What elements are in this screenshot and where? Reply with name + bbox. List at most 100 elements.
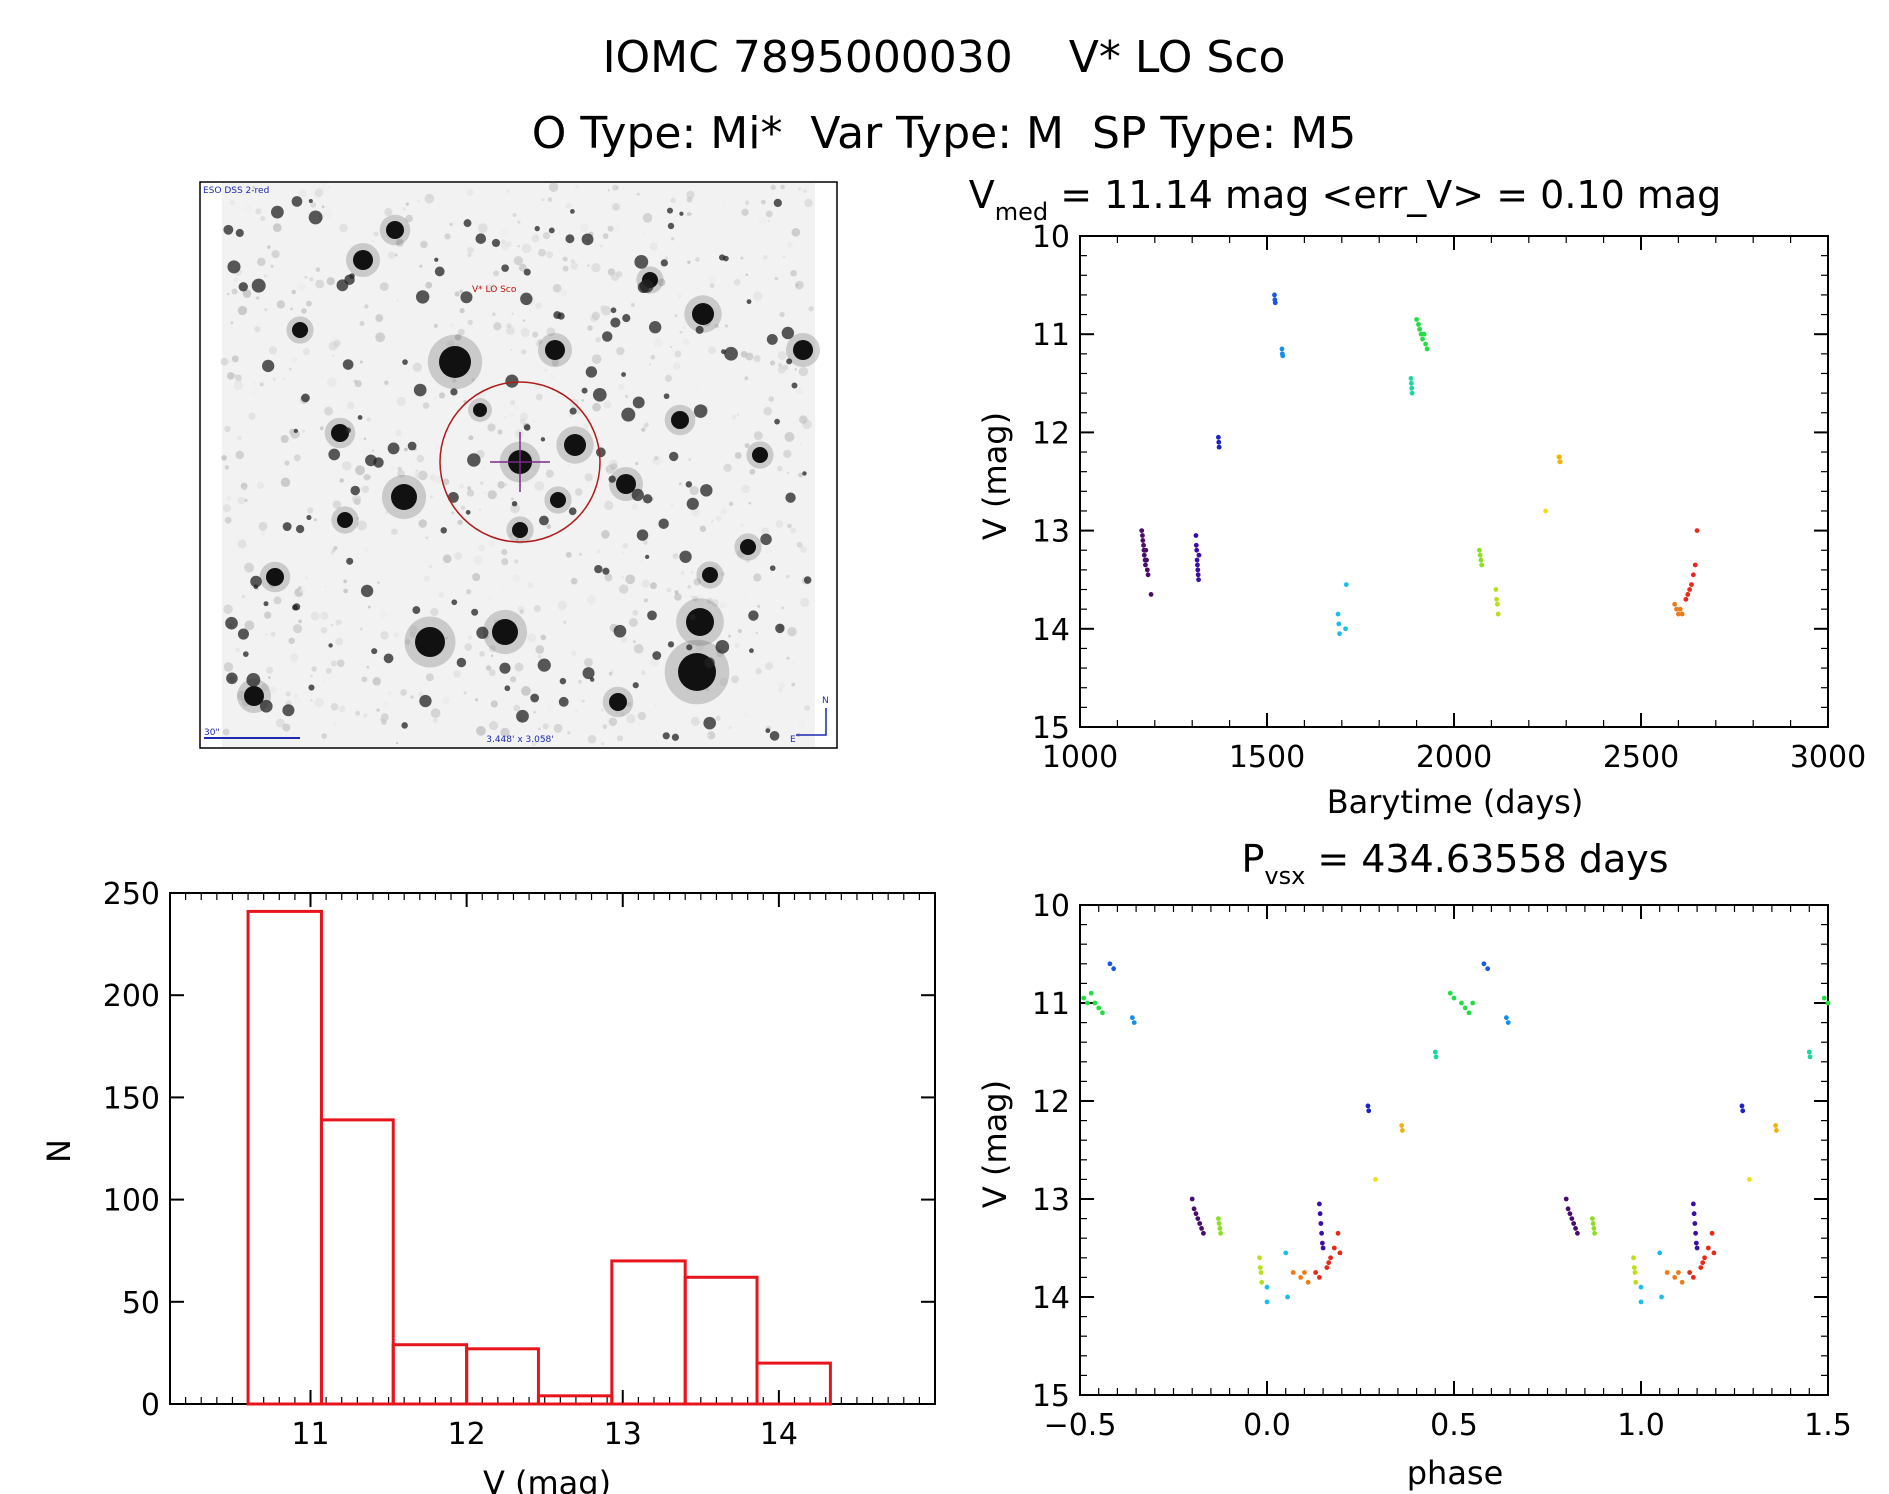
star (511, 500, 518, 507)
background-speckle (633, 643, 644, 654)
background-speckle (537, 654, 542, 659)
background-speckle (270, 631, 276, 637)
background-speckle (460, 505, 466, 511)
background-speckle (612, 184, 619, 191)
phased-point (1447, 990, 1453, 996)
lightcurve-ylabel: V (mag) (976, 412, 1014, 540)
star (704, 657, 715, 668)
star (266, 568, 284, 586)
background-speckle (241, 594, 246, 599)
star (793, 340, 813, 360)
phased-point (1638, 1284, 1644, 1290)
background-speckle (314, 697, 324, 708)
lightcurve-point (1139, 528, 1145, 533)
background-speckle (728, 725, 732, 730)
background-speckle (430, 495, 433, 499)
star (227, 260, 241, 274)
background-speckle (343, 588, 348, 594)
star (582, 667, 595, 680)
phased-point (1328, 1255, 1333, 1261)
lightcurve-point (1409, 385, 1415, 391)
background-speckle (699, 525, 707, 532)
lightcurve-point (1343, 582, 1349, 588)
background-speckle (616, 735, 624, 742)
star (666, 207, 673, 214)
lightcurve-point (1676, 611, 1681, 617)
lightcurve-point (1694, 528, 1700, 533)
background-speckle (546, 524, 552, 529)
background-speckle (376, 708, 380, 712)
background-speckle (548, 182, 559, 193)
background-speckle (782, 255, 786, 259)
phased-point (1693, 1230, 1699, 1236)
star (492, 619, 518, 645)
background-speckle (263, 611, 272, 619)
background-speckle (242, 486, 248, 491)
background-speckle (690, 571, 694, 574)
background-speckle (657, 278, 666, 287)
phased-point (1679, 1279, 1685, 1285)
phased-point (1366, 1108, 1372, 1114)
star (760, 533, 772, 546)
background-speckle (533, 419, 537, 423)
background-speckle (799, 546, 807, 553)
phased-point (1481, 961, 1487, 967)
background-speckle (444, 233, 451, 240)
background-speckle (755, 668, 762, 675)
background-speckle (397, 469, 405, 478)
background-speckle (224, 516, 232, 524)
phased-point (1373, 1177, 1378, 1182)
phased-point (1193, 1211, 1199, 1217)
background-speckle (764, 662, 773, 671)
background-speckle (501, 239, 506, 245)
background-speckle (615, 710, 619, 714)
lightcurve-xlabel: Barytime (days) (1327, 783, 1584, 821)
background-speckle (479, 651, 485, 657)
phased-point (1335, 1230, 1341, 1236)
background-speckle (467, 319, 473, 325)
background-speckle (395, 238, 404, 247)
background-speckle (649, 582, 657, 590)
background-speckle (632, 640, 636, 644)
background-speckle (487, 490, 497, 500)
background-speckle (674, 590, 679, 595)
background-speckle (442, 696, 451, 705)
background-speckle (456, 343, 459, 346)
background-speckle (535, 341, 541, 347)
background-speckle (527, 581, 534, 589)
background-speckle (224, 425, 231, 433)
histogram-ytick-label: 0 (141, 1388, 160, 1423)
background-speckle (324, 406, 333, 416)
star (648, 321, 662, 334)
background-speckle (790, 269, 797, 277)
phased-point (1747, 1177, 1752, 1182)
star (491, 238, 501, 248)
phased-point (1590, 1221, 1596, 1226)
background-speckle (359, 360, 363, 364)
lightcurve-point (1337, 631, 1342, 637)
phased-xtick-label: 1.0 (1617, 1408, 1665, 1443)
background-speckle (521, 686, 531, 696)
background-speckle (628, 617, 638, 627)
phased-point (1191, 1206, 1197, 1212)
background-speckle (378, 609, 388, 619)
background-speckle (459, 307, 465, 314)
background-speckle (533, 710, 536, 714)
background-speckle (500, 242, 509, 251)
lightcurve-point (1414, 317, 1419, 322)
phased-point (1567, 1211, 1573, 1217)
background-speckle (237, 539, 247, 549)
background-speckle (467, 635, 473, 640)
lightcurve-xtick-label: 2500 (1603, 740, 1679, 775)
histogram-ytick-label: 50 (122, 1286, 160, 1321)
background-speckle (785, 574, 790, 579)
background-speckle (221, 455, 227, 461)
phased-point (1505, 1020, 1511, 1025)
background-speckle (719, 601, 727, 609)
background-speckle (531, 234, 540, 243)
background-speckle (753, 355, 761, 363)
background-speckle (293, 693, 299, 699)
background-speckle (565, 202, 572, 210)
background-speckle (404, 639, 411, 645)
background-speckle (591, 311, 601, 320)
